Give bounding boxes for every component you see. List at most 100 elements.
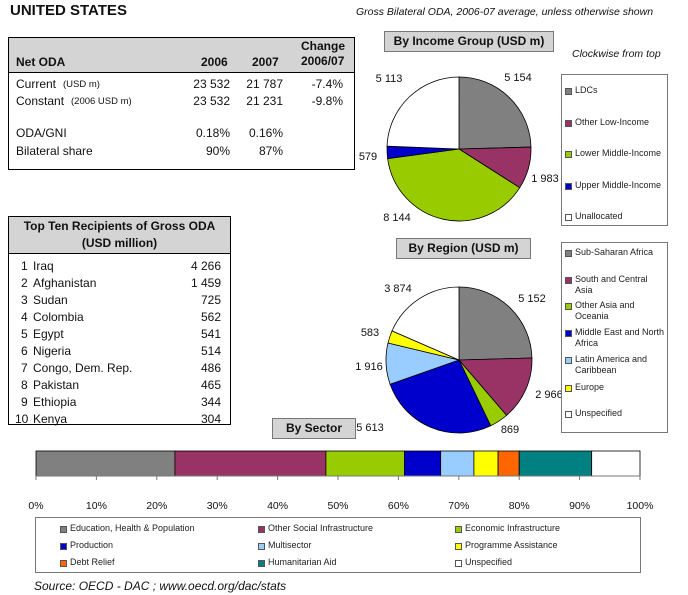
region-legend-item-label: Middle East and North Africa <box>575 327 665 348</box>
recipient-rank: 1 <box>21 259 28 273</box>
sector-legend-item-swatch <box>258 526 265 533</box>
region-legend-item-label: Latin America and Caribbean <box>575 354 648 375</box>
sector-legend-item-label: Debt Relief <box>70 557 115 567</box>
oda-row-2006: 23 532 <box>193 94 230 108</box>
recipient-rank: 2 <box>21 276 28 290</box>
net-oda-label: Net ODA <box>16 55 66 69</box>
sector-bar-segment <box>591 450 641 477</box>
recipient-value: 4 266 <box>190 259 221 273</box>
sector-legend-item-swatch <box>60 526 67 533</box>
sector-legend-item-swatch <box>60 560 67 567</box>
sector-bar-segment <box>35 450 176 477</box>
sector-legend-item-label: Unspecified <box>465 557 513 567</box>
oda-row-2007: 87% <box>258 144 283 158</box>
sector-bar-segment <box>440 450 475 477</box>
recipient-value: 514 <box>200 344 221 358</box>
income-legend: LDCs Other Low-Income Lower Middle-Income U… <box>561 74 668 226</box>
income-pie-slice-label: 5 154 <box>504 72 532 84</box>
recipient-value: 304 <box>200 412 221 426</box>
subtitle: Gross Bilateral ODA, 2006-07 average, un… <box>356 6 654 18</box>
income-pie-slice <box>387 148 521 222</box>
recipient-name: Congo, Dem. Rep. <box>33 361 133 375</box>
recipient-rank: 7 <box>21 361 28 375</box>
recipient-name: Colombia <box>33 310 84 324</box>
col-2006: 2006 <box>201 55 228 69</box>
recipient-rank: 6 <box>21 344 28 358</box>
recipient-rank: 5 <box>21 327 28 341</box>
x-tick-label: 70% <box>448 500 469 512</box>
sector-legend-item-swatch <box>455 560 462 567</box>
col-2007: 2007 <box>252 55 279 69</box>
recipient-rank: 4 <box>21 310 28 324</box>
sector-legend: Education, Health & Population Other Soci… <box>35 517 641 573</box>
sector-legend-item-swatch <box>455 543 462 550</box>
x-tick-label: 50% <box>327 500 348 512</box>
income-pie-slice-label: 8 144 <box>383 212 411 224</box>
net-oda-table: Net ODA 2006 2007 Change 2006/07 Current… <box>8 37 355 170</box>
x-tick-label: 40% <box>267 500 288 512</box>
recipient-rank: 8 <box>21 378 28 392</box>
income-pie-slice-label: 5 113 <box>376 73 403 85</box>
source-note: Source: OECD - DAC ; www.oecd.org/dac/st… <box>34 579 287 593</box>
region-pie-slice-label: 583 <box>361 327 379 339</box>
sector-bar-segment <box>518 450 593 477</box>
recipient-name: Nigeria <box>33 344 72 358</box>
oda-row-note: (USD m) <box>63 79 100 90</box>
region-chart-title: By Region (USD m) <box>396 238 531 259</box>
region-legend-item-label: South and Central Asia <box>575 274 648 295</box>
oda-row-label: Constant <box>16 94 65 108</box>
income-legend-item-swatch <box>565 119 572 127</box>
oda-row-2007: 21 231 <box>246 94 283 108</box>
sector-legend-item-label: Production <box>70 540 114 550</box>
oda-row-2007: 21 787 <box>246 77 283 91</box>
region-pie-slice-label: 3 874 <box>384 283 412 295</box>
income-legend-item-label: LDCs <box>575 85 598 95</box>
x-tick-label: 20% <box>146 500 167 512</box>
region-legend-item-swatch <box>565 277 572 284</box>
income-pie-slice-label: 579 <box>359 151 377 163</box>
sector-bar-segment <box>497 450 520 477</box>
recipient-name: Sudan <box>33 293 68 307</box>
income-legend-item-swatch <box>565 151 572 158</box>
sector-legend-item-swatch <box>455 526 462 533</box>
oda-row-2006: 23 532 <box>193 77 230 91</box>
recipient-rank: 9 <box>21 395 28 409</box>
country-title: UNITED STATES <box>10 2 127 19</box>
income-pie-slice <box>458 76 532 150</box>
top-ten-title: Top Ten Recipients of Gross ODA <box>23 219 216 233</box>
recipient-value: 486 <box>200 361 221 375</box>
recipient-value: 344 <box>200 395 221 409</box>
oda-row-2006: 0.18% <box>195 126 230 140</box>
recipient-value: 562 <box>200 310 221 324</box>
recipient-name: Pakistan <box>33 378 80 392</box>
sector-legend-item-swatch <box>258 543 265 550</box>
region-pie-slice-label: 2 966 <box>535 389 563 401</box>
region-pie-slice-label: 869 <box>501 424 519 436</box>
region-pie-slice <box>389 359 492 434</box>
region-pie-slice <box>391 286 460 361</box>
region-pie-slice-label: 1 916 <box>355 361 383 373</box>
region-pie-slice <box>458 286 533 361</box>
oda-row-label: Current <box>16 77 57 91</box>
x-tick-label: 0% <box>28 500 43 512</box>
region-legend-item-label: Sub-Saharan Africa <box>575 247 654 257</box>
sector-bar-segment <box>473 450 499 477</box>
region-pie-slice-label: 5 152 <box>518 293 546 305</box>
recipient-value: 1 459 <box>190 276 221 290</box>
income-legend-item-swatch <box>565 214 572 221</box>
recipient-name: Kenya <box>33 412 68 426</box>
region-legend-item-label: Unspecified <box>575 408 623 418</box>
col-change-line1: Change <box>301 39 346 53</box>
x-tick-label: 10% <box>86 500 107 512</box>
x-tick-label: 80% <box>509 500 530 512</box>
oda-row-label: ODA/GNI <box>16 126 67 140</box>
recipient-name: Egypt <box>33 327 64 341</box>
income-chart-title: By Income Group (USD m) <box>384 31 554 52</box>
recipient-value: 541 <box>200 327 221 341</box>
x-tick-label: 60% <box>388 500 409 512</box>
oda-row-change: -7.4% <box>311 77 343 91</box>
region-legend: Sub-Saharan Africa South and Central Asia… <box>561 242 668 433</box>
oda-row-label: Bilateral share <box>16 144 93 158</box>
income-legend-item-swatch <box>565 88 572 95</box>
